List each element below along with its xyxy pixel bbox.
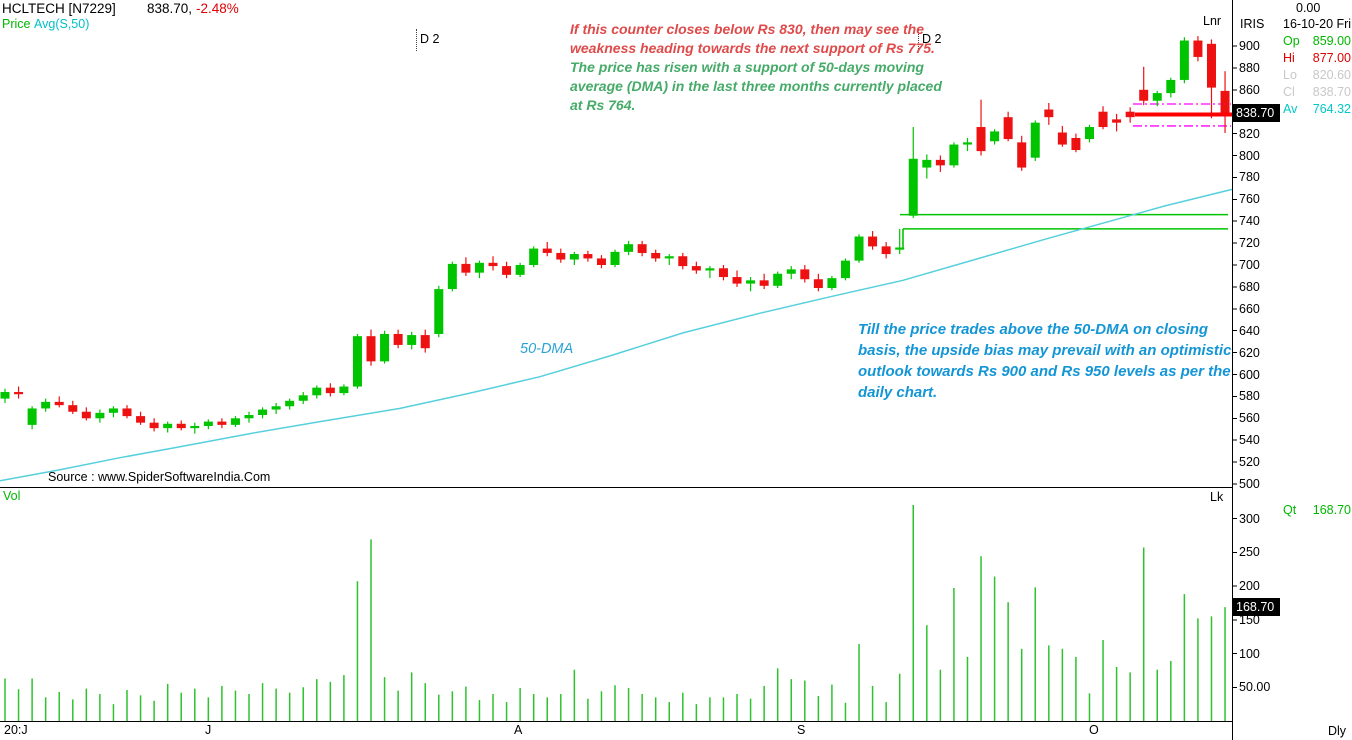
candle-body xyxy=(569,254,579,260)
candle-body xyxy=(434,289,444,334)
candle-body xyxy=(990,131,1000,142)
candle-body xyxy=(1030,122,1040,158)
candle-body xyxy=(68,405,78,412)
candle-body xyxy=(813,279,823,288)
candle-body xyxy=(800,269,810,280)
candle-body xyxy=(298,395,308,401)
candle-body xyxy=(1139,89,1149,101)
candle-body xyxy=(122,408,132,417)
candle-body xyxy=(691,266,701,271)
candle-body xyxy=(705,268,715,271)
candle-body xyxy=(651,252,661,259)
candle-body xyxy=(95,412,105,419)
candle-body xyxy=(962,142,972,145)
candle-body xyxy=(1125,111,1135,118)
candle-body xyxy=(922,159,932,168)
candle-body xyxy=(325,387,335,394)
candle-body xyxy=(596,258,606,265)
candle-body xyxy=(610,251,620,265)
candle-body xyxy=(420,335,430,349)
candle-body xyxy=(773,273,783,286)
candle-body xyxy=(908,158,918,216)
candle-body xyxy=(624,244,634,252)
candle-body xyxy=(380,333,390,362)
candle-body xyxy=(1017,142,1027,168)
candle-body xyxy=(339,386,349,394)
candle-body xyxy=(895,247,905,250)
candle-body xyxy=(759,280,769,286)
candle-body xyxy=(542,248,552,253)
candle-body xyxy=(258,409,268,416)
candle-body xyxy=(854,236,864,261)
candle-body xyxy=(108,408,118,413)
candle-body xyxy=(407,335,417,345)
candle-body xyxy=(190,425,200,429)
candle-body xyxy=(786,269,796,274)
candle-body xyxy=(366,336,376,362)
candle-body xyxy=(1220,90,1230,114)
candle-body xyxy=(217,421,227,425)
candle-body xyxy=(14,392,24,395)
candle-body xyxy=(474,262,484,273)
candle-body xyxy=(27,408,37,425)
candle-body xyxy=(1071,137,1081,151)
candle-body xyxy=(664,256,674,259)
candle-body xyxy=(718,268,728,278)
candle-body xyxy=(1112,119,1122,123)
candle-body xyxy=(840,260,850,279)
candle-body xyxy=(203,421,213,426)
candle-body xyxy=(271,406,281,410)
candle-body xyxy=(732,277,742,284)
candle-body xyxy=(163,423,173,429)
candle-body xyxy=(1044,109,1054,118)
candle-body xyxy=(935,159,945,166)
candle-body xyxy=(447,263,457,290)
candle-body xyxy=(352,336,362,387)
candle-body xyxy=(136,416,146,423)
candle-body xyxy=(461,263,471,273)
candle-body xyxy=(515,265,525,275)
candle-body xyxy=(81,411,91,419)
candle-body xyxy=(488,262,498,267)
candle-body xyxy=(868,236,878,247)
candle-body xyxy=(678,256,688,267)
candle-body xyxy=(827,278,837,288)
candle-body xyxy=(976,127,986,152)
candle-body xyxy=(230,418,240,425)
candle-body xyxy=(244,415,254,419)
candle-body xyxy=(149,422,159,429)
candle-body xyxy=(1098,111,1108,128)
candle-body xyxy=(176,423,186,429)
candle-body xyxy=(637,244,647,253)
candle-body xyxy=(393,333,403,345)
candle-body xyxy=(1003,117,1013,140)
candle-body xyxy=(746,280,756,284)
candle-body xyxy=(949,144,959,166)
candle-body xyxy=(881,246,891,255)
candle-body xyxy=(1152,93,1162,101)
candle-body xyxy=(502,266,512,275)
candle-body xyxy=(312,387,322,396)
candle-body xyxy=(54,401,64,406)
candle-body xyxy=(529,248,539,265)
candle-body xyxy=(41,401,51,409)
candle-body xyxy=(556,252,566,260)
candle-body xyxy=(1057,132,1067,145)
dma-50-line xyxy=(0,188,1233,482)
candle-body xyxy=(1179,40,1189,80)
candle-body xyxy=(0,392,10,399)
candle-body xyxy=(583,254,593,259)
candle-body xyxy=(1193,40,1203,57)
candle-body xyxy=(1084,127,1094,140)
candle-body xyxy=(285,400,295,407)
candle-body xyxy=(1206,43,1216,88)
candle-body xyxy=(1166,79,1176,94)
